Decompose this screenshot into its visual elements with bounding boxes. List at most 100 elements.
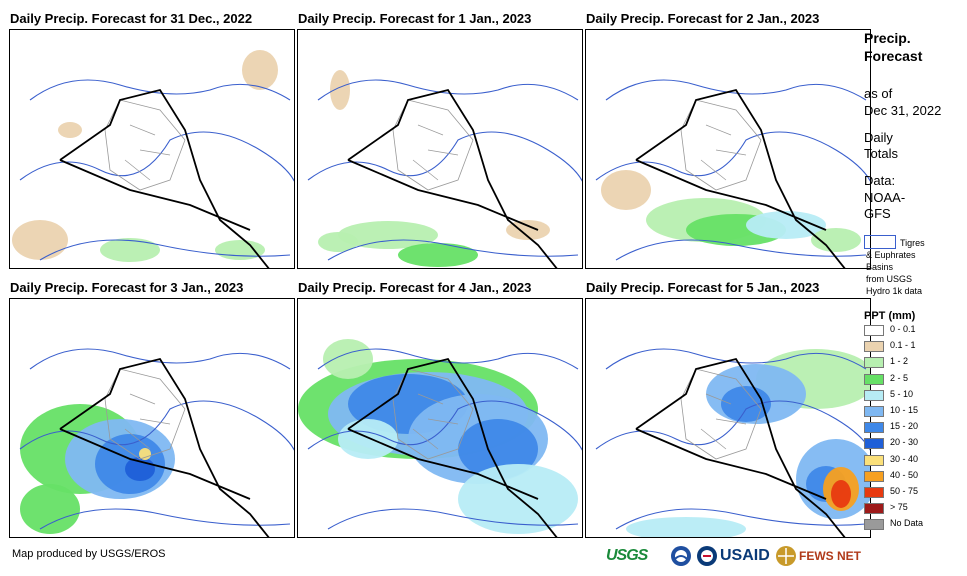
- legend-swatch: [864, 519, 884, 531]
- country-border: [59, 357, 270, 537]
- province-boundary: [412, 124, 459, 181]
- usaid-logo-text: USAID: [720, 547, 770, 564]
- legend-swatch: [864, 487, 884, 498]
- precip-patch: [506, 220, 550, 240]
- province-boundary: [700, 393, 747, 450]
- precip-patch: [626, 517, 746, 537]
- basin-outline: [307, 400, 582, 451]
- noaa-emblem-icon: [671, 546, 691, 566]
- precip-map-5: [298, 299, 582, 537]
- basin-note-line3: Basins: [866, 262, 894, 272]
- country-border: [347, 88, 558, 268]
- basin-outline: [327, 508, 579, 530]
- precip-patch: [338, 419, 398, 459]
- legend-label: 0.1 - 1: [890, 340, 916, 351]
- legend-swatch: [864, 406, 884, 417]
- basin-outline: [29, 348, 291, 370]
- noaa-logo: [670, 544, 692, 568]
- precip-patch: [100, 238, 160, 262]
- province-boundary: [392, 368, 474, 460]
- basin-outline: [317, 348, 579, 370]
- legend-label: No Data: [890, 518, 924, 529]
- basin-outline: [307, 131, 582, 182]
- precip-patch: [338, 221, 438, 249]
- precip-patch: [12, 220, 68, 260]
- precip-map-4: [10, 299, 294, 537]
- province-boundary: [124, 124, 171, 181]
- basin-outline: [615, 239, 867, 261]
- legend-swatch: [864, 454, 884, 466]
- basin-outline: [39, 239, 291, 261]
- asof-line1: as of: [864, 86, 893, 101]
- usgs-logo-text: USGS: [606, 547, 648, 564]
- panel-title-2: Daily Precip. Forecast for 1 Jan., 2023: [298, 11, 532, 26]
- precip-patch: [811, 228, 861, 252]
- basin-outline: [317, 79, 579, 101]
- map-panel-3: [585, 29, 871, 269]
- legend-swatch: [864, 325, 884, 336]
- basin-outline: [595, 400, 870, 451]
- data-source-line3: GFS: [864, 206, 891, 221]
- legend-label: 15 - 20: [890, 421, 919, 432]
- basin-outline: [19, 400, 294, 451]
- panel-title-3: Daily Precip. Forecast for 2 Jan., 2023: [586, 11, 820, 26]
- country-border: [59, 88, 270, 268]
- legend-swatch: [864, 470, 884, 482]
- province-boundary: [392, 99, 474, 191]
- country-border: [347, 357, 558, 537]
- precip-patch: [323, 339, 373, 379]
- totals-line1: Daily: [864, 130, 893, 145]
- legend-label: 5 - 10: [890, 388, 914, 399]
- precip-patch: [318, 232, 358, 252]
- precip-patch: [139, 448, 151, 460]
- basin-outline: [29, 79, 291, 101]
- province-boundary: [680, 368, 762, 460]
- legend-swatch: [864, 357, 884, 369]
- precip-map-6: [586, 299, 870, 537]
- basin-outline: [615, 508, 867, 530]
- legend-swatch: [864, 341, 884, 353]
- precip-patch: [215, 240, 265, 260]
- country-border: [635, 357, 846, 537]
- province-boundary: [680, 99, 762, 191]
- province-boundary: [124, 393, 171, 450]
- precip-map-1: [10, 30, 294, 268]
- precip-patch: [601, 170, 651, 210]
- asof-date: Dec 31, 2022: [864, 103, 942, 118]
- legend-label: 30 - 40: [890, 453, 919, 464]
- data-source-line1: Data:: [864, 173, 896, 188]
- legend-label: 20 - 30: [890, 437, 919, 448]
- legend-label: 0 - 0.1: [890, 324, 916, 334]
- totals-line2: Totals: [864, 146, 898, 161]
- data-source-line2: NOAA-: [864, 190, 906, 205]
- legend-label: 2 - 5: [890, 372, 909, 383]
- legend-label: 40 - 50: [890, 469, 919, 480]
- precip-map-3: [586, 30, 870, 268]
- credit-text: Map produced by USGS/EROS: [12, 548, 166, 560]
- basin-outline: [595, 131, 870, 182]
- basin-outline: [19, 131, 294, 182]
- fewsnet-logo-text: FEWS NET: [799, 549, 861, 563]
- usaid-seal-icon: [697, 546, 717, 566]
- usaid-logo: USAID: [696, 544, 770, 568]
- basin-note-line1: Tigres: [900, 238, 925, 248]
- legend-swatch: [864, 422, 884, 434]
- legend-label: 1 - 2: [890, 356, 909, 367]
- panel-title-4: Daily Precip. Forecast for 3 Jan., 2023: [10, 280, 244, 295]
- sidebar-title-line1: Precip.: [864, 30, 911, 46]
- province-boundary: [412, 393, 459, 450]
- legend-label: 10 - 15: [890, 405, 919, 415]
- fewsnet-logo: FEWS NET: [775, 544, 861, 568]
- map-panel-2: [297, 29, 583, 269]
- precip-patch: [58, 122, 82, 138]
- precip-patch: [20, 484, 80, 534]
- panel-title-6: Daily Precip. Forecast for 5 Jan., 2023: [586, 280, 820, 295]
- map-panel-4: [9, 298, 295, 538]
- legend-swatch: [864, 503, 884, 515]
- precip-patch: [242, 50, 278, 90]
- province-boundary: [104, 99, 186, 191]
- basin-outline: [605, 348, 867, 370]
- legend-swatch: [864, 389, 884, 401]
- map-panel-1: [9, 29, 295, 269]
- fewsnet-globe-icon: [776, 546, 796, 566]
